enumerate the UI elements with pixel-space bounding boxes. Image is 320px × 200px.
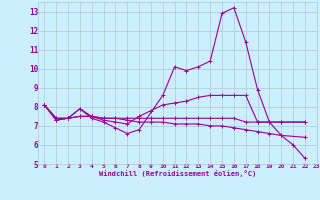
X-axis label: Windchill (Refroidissement éolien,°C): Windchill (Refroidissement éolien,°C) (99, 170, 256, 177)
